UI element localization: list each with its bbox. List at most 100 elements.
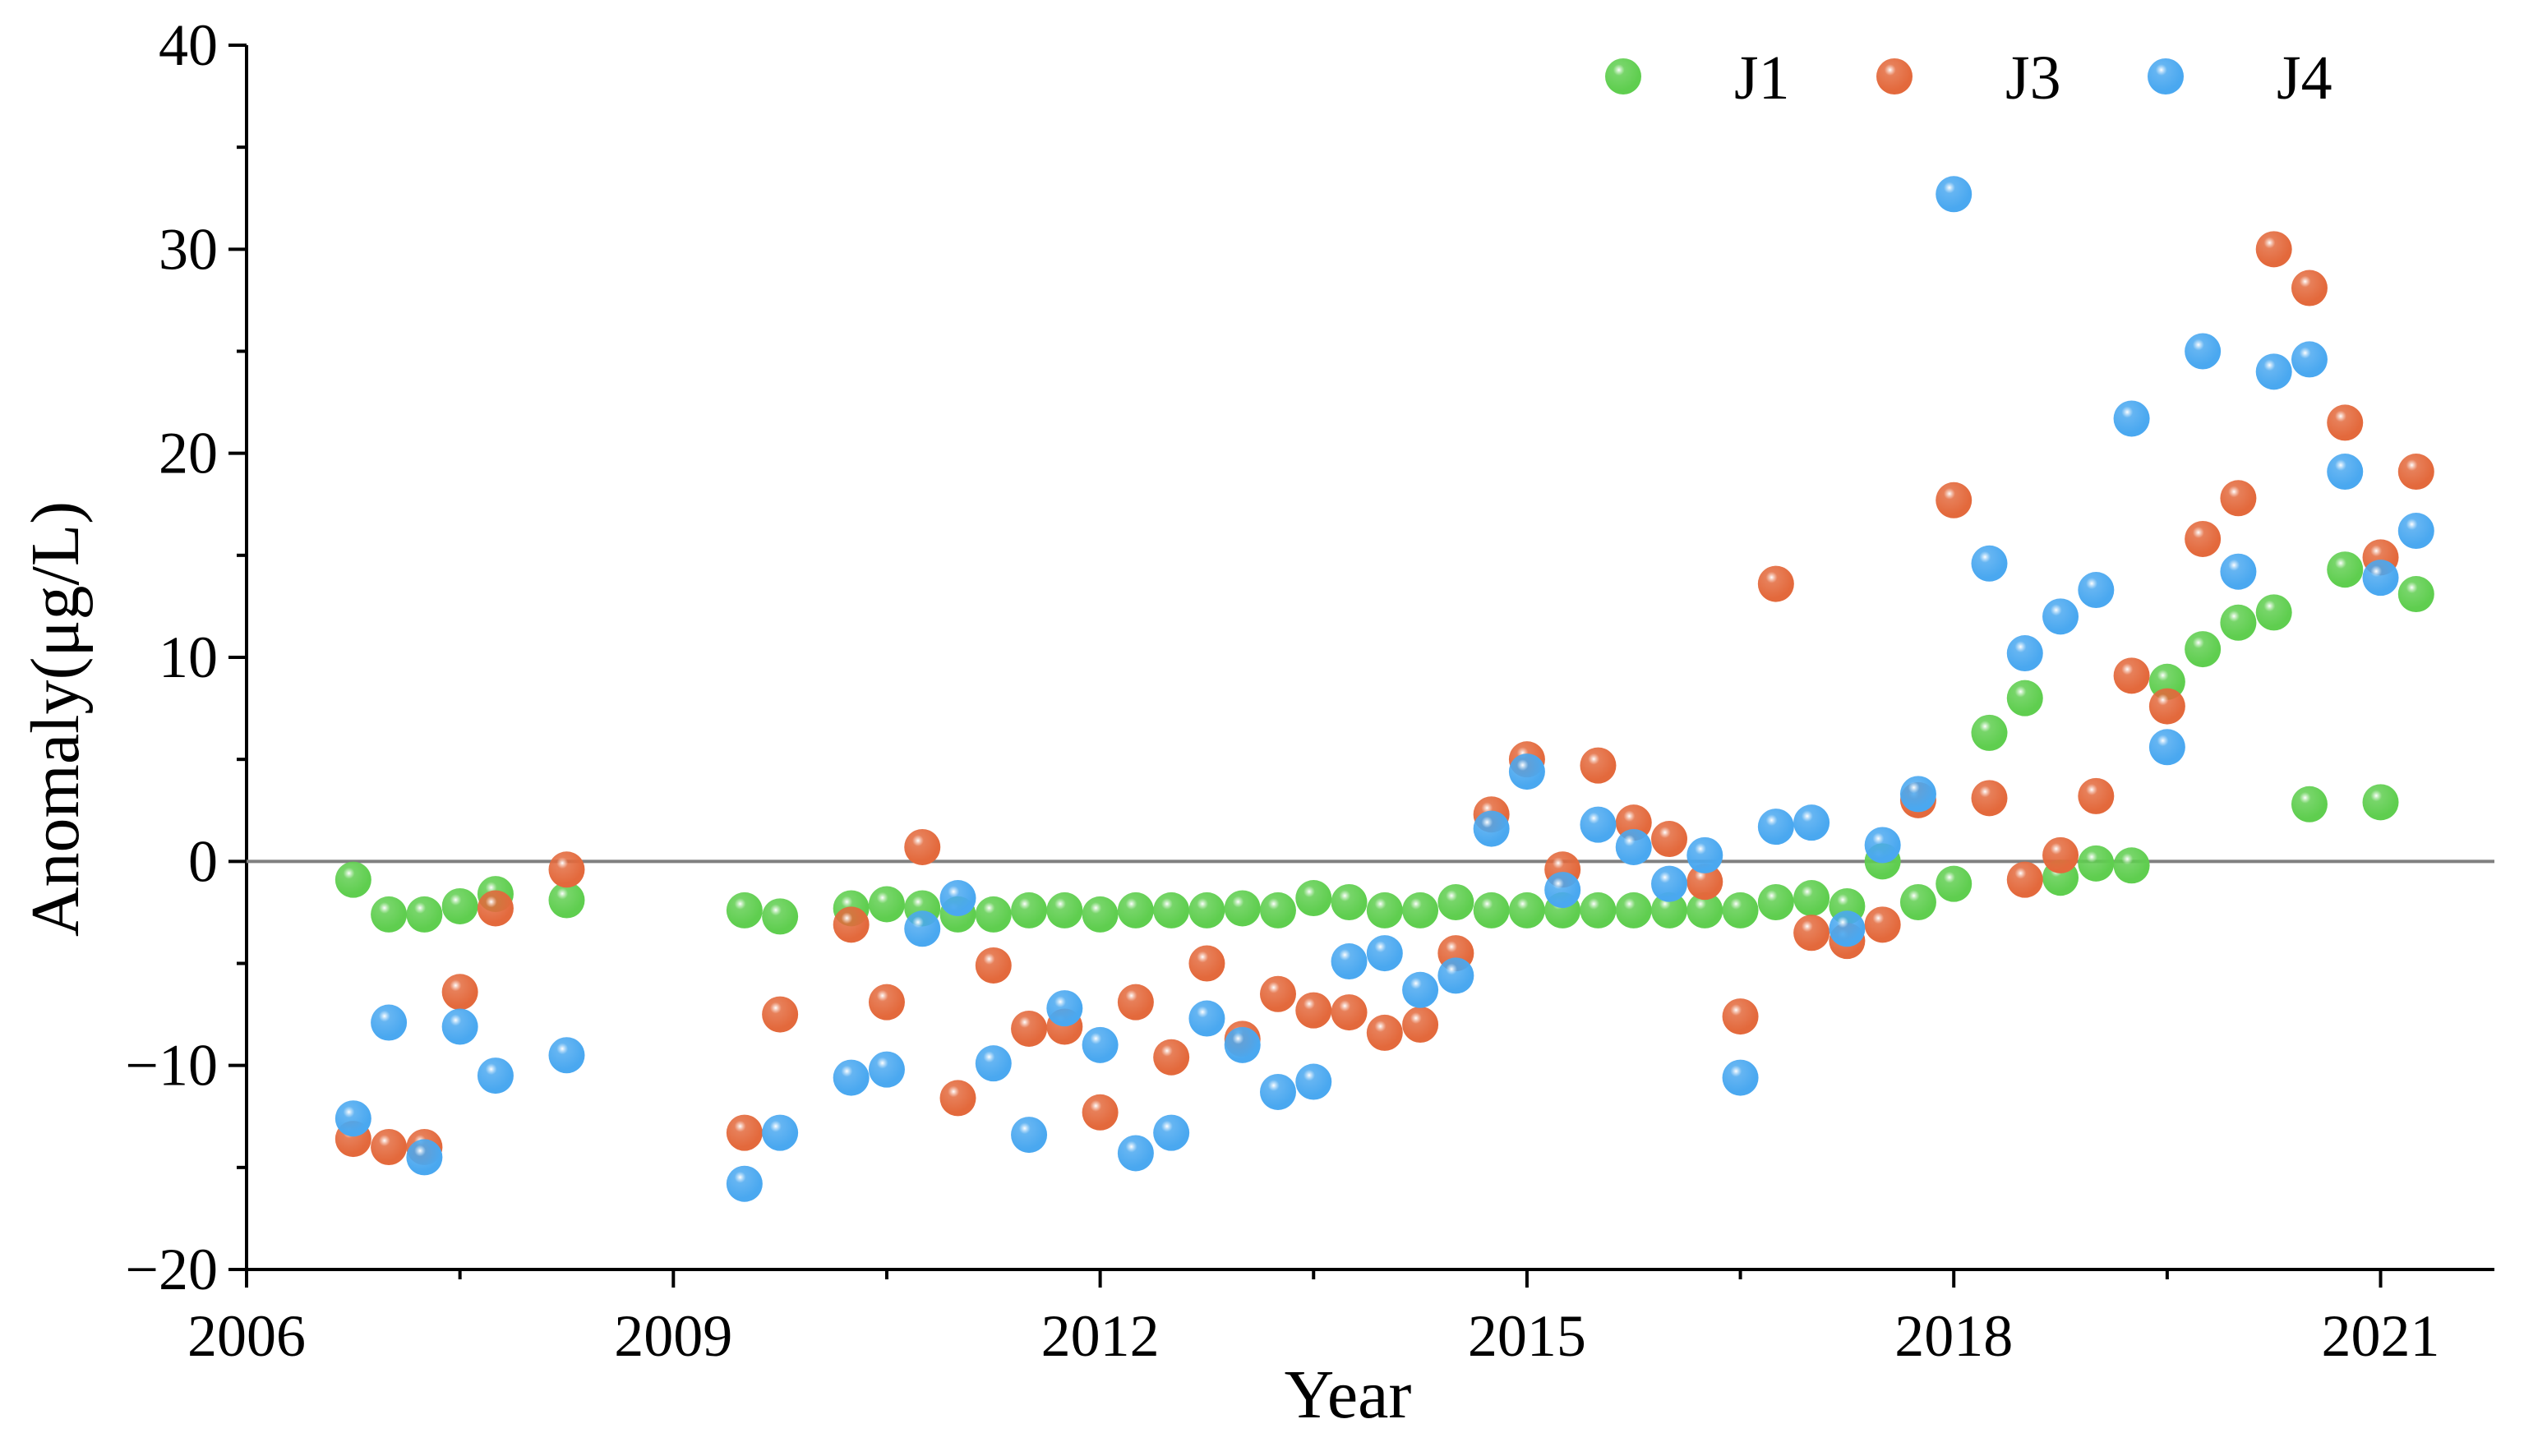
data-point-J3 [1793, 915, 1830, 951]
data-point-J1 [1082, 896, 1119, 933]
legend-marker-J1 [1605, 58, 1641, 94]
data-point-J1 [1153, 892, 1190, 928]
data-point-J1 [2291, 786, 2328, 822]
data-point-J4 [1757, 809, 1794, 845]
data-point-J4 [726, 1165, 763, 1202]
data-point-J4 [939, 880, 976, 917]
data-point-J4 [1793, 804, 1830, 841]
data-point-J1 [1295, 880, 1332, 917]
y-tick-label: −10 [125, 1033, 218, 1099]
data-point-J1 [1651, 892, 1688, 928]
data-point-J1 [441, 887, 478, 924]
data-point-J3 [1011, 1010, 1048, 1047]
legend-label-J1: J1 [1734, 44, 1790, 113]
data-point-J4 [1615, 828, 1652, 865]
data-point-J3 [2291, 270, 2328, 306]
data-point-J3 [2397, 454, 2434, 491]
data-point-J4 [2362, 560, 2399, 597]
data-point-J1 [2327, 551, 2364, 588]
x-tick-label: 2006 [187, 1303, 306, 1369]
data-point-J3 [1082, 1094, 1119, 1131]
data-point-J4 [1046, 990, 1083, 1027]
data-point-J4 [868, 1051, 905, 1088]
data-point-J4 [477, 1057, 514, 1094]
data-point-J1 [1402, 892, 1439, 928]
data-point-J4 [1153, 1114, 1190, 1151]
data-point-J4 [1188, 1000, 1225, 1037]
data-point-J1 [1722, 892, 1759, 928]
data-point-J4 [335, 1100, 371, 1137]
data-point-J3 [939, 1080, 976, 1117]
data-point-J3 [1259, 975, 1296, 1012]
data-point-J4 [1864, 827, 1901, 864]
data-point-J4 [1971, 545, 2008, 582]
data-point-J4 [2148, 729, 2185, 766]
data-point-J4 [1366, 935, 1403, 972]
x-tick-label: 2012 [1041, 1303, 1160, 1369]
legend-marker-J3 [1876, 58, 1913, 94]
data-point-J3 [762, 996, 799, 1033]
data-point-J1 [1117, 892, 1154, 928]
data-point-J3 [726, 1114, 763, 1151]
data-point-J3 [1331, 994, 1368, 1031]
data-point-J1 [1971, 714, 2008, 751]
data-point-J3 [975, 947, 1012, 984]
data-point-J4 [2113, 400, 2150, 437]
data-point-J4 [2255, 353, 2292, 390]
data-point-J4 [1544, 872, 1581, 909]
data-point-J1 [1899, 884, 1936, 920]
data-point-J4 [1651, 865, 1688, 902]
data-point-J4 [1117, 1135, 1154, 1172]
data-point-J1 [1473, 892, 1510, 928]
data-point-J4 [1437, 957, 1474, 994]
data-point-J1 [1188, 892, 1225, 928]
data-point-J1 [2220, 604, 2257, 641]
data-point-J4 [406, 1139, 443, 1176]
y-axis-title: Anomaly(μg/L) [17, 501, 94, 937]
data-point-J4 [975, 1045, 1012, 1082]
legend-marker-J4 [2148, 58, 2184, 94]
data-point-J1 [548, 882, 585, 919]
axes: −20 −10 0 10 20 30 40 2006 2009 2012 2015 2018 2021 [125, 12, 2494, 1369]
data-point-J1 [1793, 880, 1830, 917]
data-point-J1 [371, 896, 408, 933]
data-point-J1 [1757, 884, 1794, 920]
data-point-J3 [1971, 780, 2008, 817]
data-point-J1 [726, 892, 763, 928]
data-point-J4 [1402, 971, 1439, 1008]
data-point-J3 [1188, 945, 1225, 982]
data-point-J3 [1153, 1039, 1190, 1076]
data-point-J4 [2006, 635, 2043, 672]
data-point-J3 [1864, 906, 1901, 943]
series-J1 [335, 551, 2434, 935]
data-point-J4 [1899, 776, 1936, 813]
data-point-J4 [371, 1004, 408, 1041]
data-point-J3 [2185, 520, 2222, 557]
data-point-J4 [1331, 943, 1368, 980]
data-point-J3 [1295, 992, 1332, 1029]
data-point-J4 [548, 1037, 585, 1074]
series-J3 [335, 231, 2434, 1165]
legend: J1 J3 J4 [1605, 44, 2332, 113]
data-point-J3 [2220, 480, 2257, 517]
legend-label-J3: J3 [2005, 44, 2061, 113]
data-point-J1 [2006, 680, 2043, 716]
data-point-J4 [1508, 753, 1545, 790]
data-point-J1 [1936, 865, 1973, 902]
data-point-J3 [2113, 657, 2150, 694]
data-point-J4 [2078, 572, 2115, 609]
x-tick-label: 2009 [614, 1303, 732, 1369]
data-point-J1 [1011, 892, 1048, 928]
data-point-J3 [1936, 481, 1973, 518]
data-point-J1 [2185, 631, 2222, 668]
x-tick-label: 2018 [1894, 1303, 2013, 1369]
data-point-J3 [2042, 836, 2079, 873]
data-point-J1 [1580, 892, 1617, 928]
data-point-J4 [1829, 910, 1866, 947]
data-point-J1 [2362, 784, 2399, 821]
data-point-J4 [1224, 1026, 1261, 1063]
y-tick-label: 40 [159, 12, 218, 78]
data-point-J3 [1722, 998, 1759, 1035]
data-point-J4 [1580, 806, 1617, 843]
